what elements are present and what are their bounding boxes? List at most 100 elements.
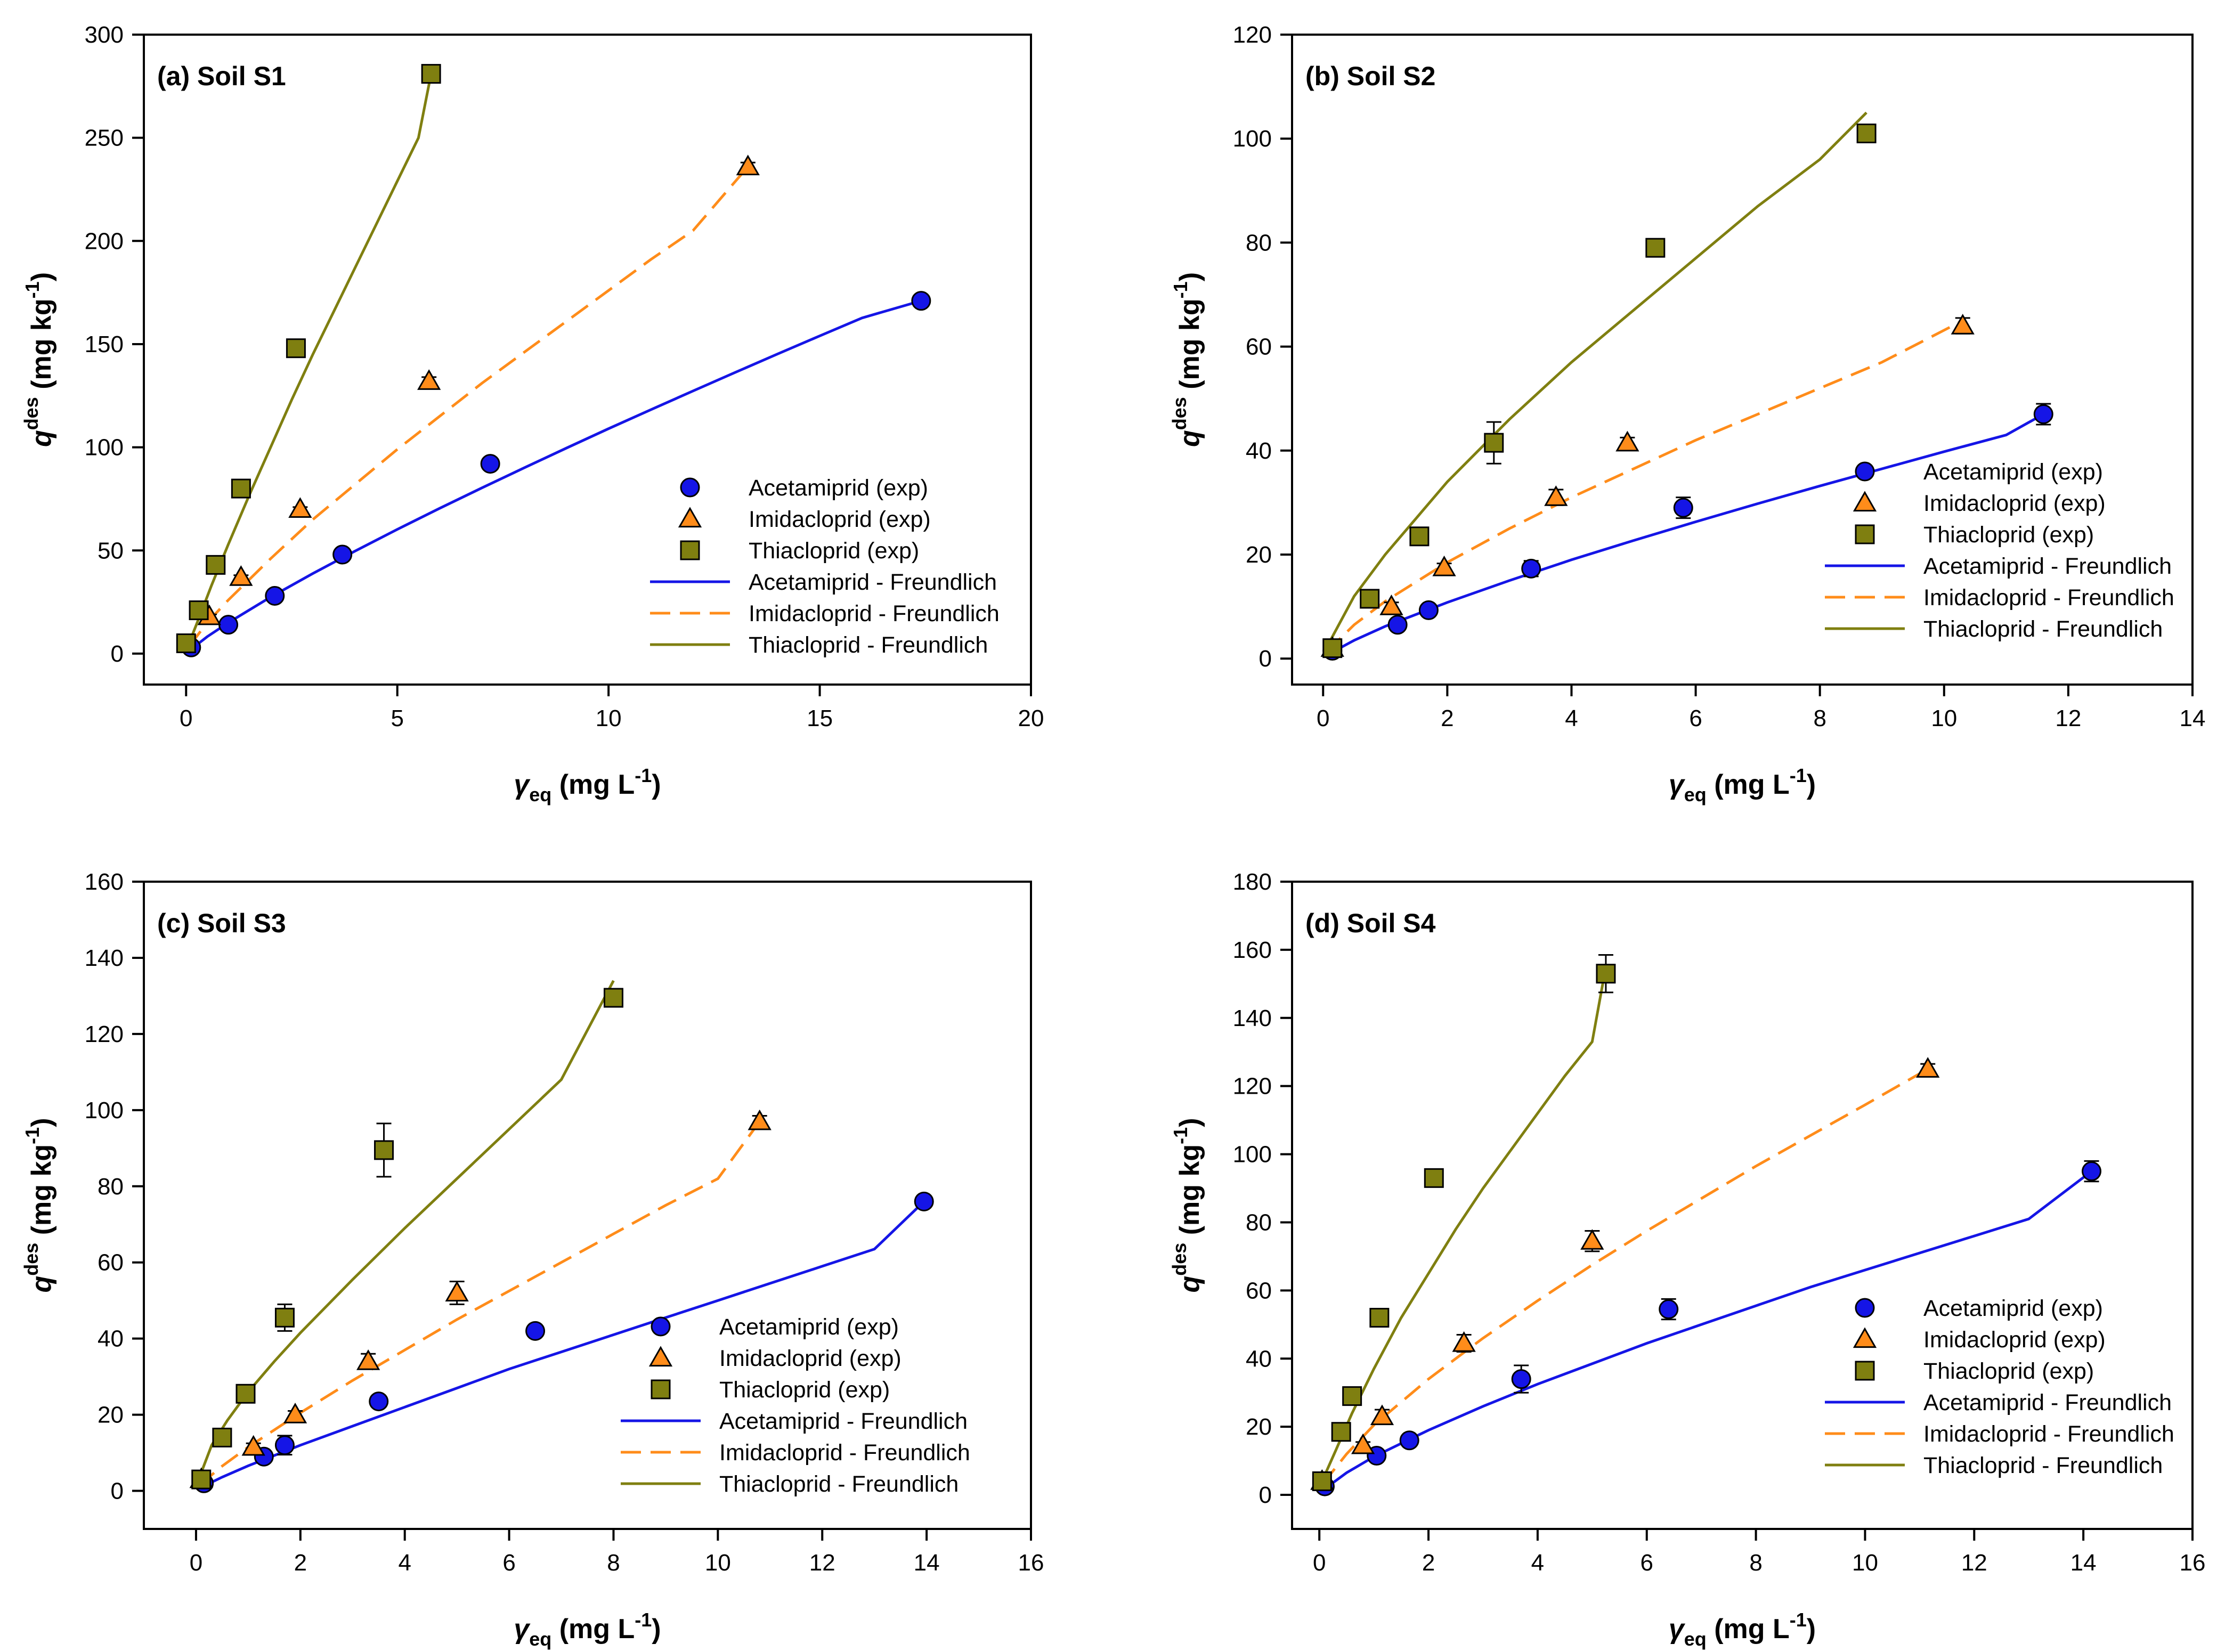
y-axis-title-part: (mg kg: [1174, 298, 1205, 397]
data-point-imidacloprid: [241, 1435, 265, 1456]
data-point-acetamiprid: [1418, 600, 1439, 620]
x-tick-label: 20: [1018, 705, 1044, 731]
x-tick-label: 5: [391, 705, 403, 731]
plot-area: [189, 980, 934, 1493]
data-point-imidacloprid: [417, 369, 441, 390]
y-tick-label: 200: [85, 228, 124, 254]
y-tick-label: 0: [111, 641, 124, 667]
legend-marker-imidacloprid: [1853, 491, 1877, 512]
y-tick-label: 20: [1246, 542, 1272, 568]
y-axis-title-part: des: [1168, 1243, 1190, 1276]
y-tick-label: 20: [98, 1402, 124, 1428]
legend-label: Imidacloprid (exp): [719, 1346, 902, 1371]
y-tick-label: 40: [1246, 438, 1272, 464]
data-point-thiacloprid: [1322, 638, 1343, 658]
x-tick-label: 12: [2055, 705, 2081, 731]
fit-line-acetamiprid: [198, 1200, 925, 1490]
chart-panel-4: (d) Soil S40 2 4 6 8 10 12 14 160204060801001201…: [1168, 869, 2205, 1650]
panel-title: (c) Soil S3: [157, 908, 286, 938]
legend-label: Thiacloprid (exp): [719, 1377, 890, 1403]
data-point-thiacloprid: [231, 478, 251, 499]
data-point-acetamiprid: [1387, 615, 1408, 635]
x-tick-label: 2: [1422, 1550, 1435, 1576]
x-tick-label: 12: [809, 1550, 835, 1576]
x-tick-label: 2: [294, 1550, 307, 1576]
data-point-imidacloprid: [356, 1349, 380, 1370]
data-point-imidacloprid: [1615, 430, 1639, 452]
fit-line-thiacloprid: [1321, 966, 1607, 1482]
x-axis-title-part: (mg L: [551, 769, 635, 800]
x-axis-title: γeq (mg L-1): [1669, 764, 1816, 805]
data-point-thiacloprid: [1342, 1386, 1362, 1406]
data-point-acetamiprid: [2082, 1161, 2102, 1182]
y-axis-title-part: -1: [1170, 281, 1191, 298]
y-tick-label: 40: [1246, 1346, 1272, 1372]
x-axis-title: γeq (mg L-1): [514, 764, 661, 805]
legend-label: Imidacloprid - Freundlich: [719, 1440, 970, 1466]
y-tick-label: 250: [85, 125, 124, 151]
y-tick-label: 100: [85, 435, 124, 461]
legend-label: Acetamiprid (exp): [749, 475, 928, 501]
y-axis-title: qdes (mg kg-1): [20, 272, 57, 447]
x-axis-title-part: eq: [1684, 1628, 1707, 1650]
x-axis-title-part: -1: [1790, 1609, 1807, 1631]
x-axis-title-part: eq: [529, 1628, 551, 1650]
plot-frame: [143, 881, 1032, 1530]
x-tick-label: 6: [1689, 705, 1702, 731]
y-tick-label: 50: [98, 538, 124, 564]
data-point-imidacloprid: [229, 565, 253, 586]
y-tick-label: 100: [85, 1097, 124, 1124]
data-point-imidacloprid: [283, 1403, 307, 1423]
x-axis-title-part: γ: [514, 1614, 531, 1645]
panels: (a) Soil S10 5 10 15 20050100150200250300γeq…: [20, 22, 2205, 1650]
y-tick-label: 60: [1246, 334, 1272, 360]
data-point-thiacloprid: [1596, 964, 1616, 984]
legend-marker-acetamiprid: [1855, 461, 1875, 482]
data-point-thiacloprid: [1312, 1471, 1332, 1491]
x-tick-label: 14: [2180, 705, 2206, 731]
y-axis-title: qdes (mg kg-1): [20, 1118, 57, 1292]
x-axis-title-part: eq: [529, 784, 551, 805]
x-tick-label: 2: [1441, 705, 1453, 731]
legend-label: Acetamiprid (exp): [1923, 1296, 2103, 1321]
x-tick-label: 4: [1531, 1550, 1544, 1576]
x-tick-label: 0: [190, 1550, 202, 1576]
y-tick-label: 80: [1246, 230, 1272, 256]
data-point-thiacloprid: [206, 555, 226, 575]
data-point-imidacloprid: [1452, 1331, 1476, 1352]
data-point-imidacloprid: [736, 154, 760, 176]
data-point-thiacloprid: [1856, 123, 1877, 143]
x-tick-label: 10: [705, 1550, 731, 1576]
legend-label: Thiacloprid (exp): [1923, 522, 2094, 548]
y-axis-title-part: -1: [1170, 1127, 1191, 1144]
y-axis-title-part: (mg kg: [26, 298, 57, 397]
data-point-acetamiprid: [1673, 498, 1693, 518]
x-tick-label: 10: [596, 705, 622, 731]
y-axis-title-part: des: [20, 1243, 42, 1276]
legend-label: Thiacloprid - Freundlich: [1923, 616, 2163, 642]
x-tick-label: 16: [2180, 1550, 2206, 1576]
y-tick-label: 160: [85, 869, 124, 895]
plot-frame: [1291, 34, 2194, 686]
y-axis-title-part: des: [20, 397, 42, 430]
data-point-thiacloprid: [421, 64, 441, 84]
data-point-imidacloprid: [1580, 1229, 1604, 1250]
y-axis-title-part: (mg kg: [1174, 1144, 1205, 1243]
y-tick-label: 160: [1233, 937, 1272, 963]
data-point-acetamiprid: [1521, 558, 1541, 579]
x-tick-label: 16: [1018, 1550, 1044, 1576]
legend-marker-imidacloprid: [1853, 1327, 1877, 1348]
legend-label: Imidacloprid (exp): [1923, 491, 2106, 516]
x-axis-title-part: eq: [1684, 784, 1707, 805]
data-point-imidacloprid: [1951, 313, 1975, 335]
data-point-acetamiprid: [1511, 1369, 1531, 1389]
legend-label: Imidacloprid - Freundlich: [749, 601, 1000, 626]
legend-marker-acetamiprid: [651, 1316, 671, 1337]
y-tick-label: 20: [1246, 1414, 1272, 1440]
y-tick-label: 80: [1246, 1209, 1272, 1235]
y-tick-label: 140: [1233, 1005, 1272, 1031]
x-axis-title-part: γ: [1669, 769, 1686, 800]
data-point-thiacloprid: [1484, 433, 1504, 453]
y-tick-label: 120: [1233, 1073, 1272, 1100]
fit-line-imidacloprid: [1325, 319, 1963, 654]
